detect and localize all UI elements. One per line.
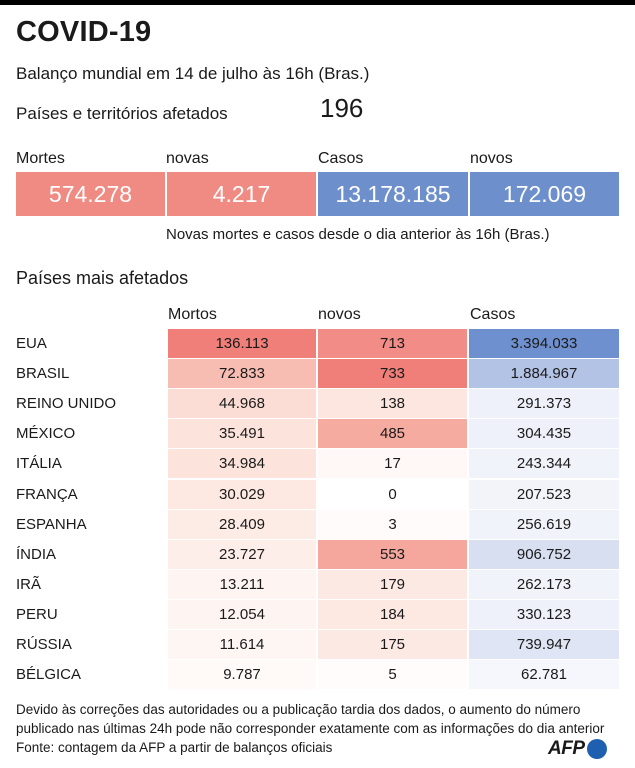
- section-title-most-affected: Países mais afetados: [16, 268, 189, 288]
- summary-new-cases-box: 172.069: [470, 172, 619, 216]
- table-cell-deaths: 72.833: [168, 359, 316, 388]
- table-row-country: BRASIL: [16, 365, 70, 382]
- table-cell-cases: 62.781: [469, 660, 619, 689]
- summary-deaths-box: 574.278: [16, 172, 165, 216]
- table-cell-new-deaths: 553: [318, 540, 467, 569]
- table-cell-new-deaths: 485: [318, 419, 467, 448]
- table-row-country: REINO UNIDO: [16, 395, 117, 412]
- table-cell-deaths: 23.727: [168, 540, 316, 569]
- table-cell-deaths: 9.787: [168, 660, 316, 689]
- table-cell-deaths: 136.113: [168, 329, 316, 358]
- table-cell-deaths: 13.211: [168, 570, 316, 599]
- table-row-country: MÉXICO: [16, 425, 76, 442]
- table-cell-new-deaths: 184: [318, 600, 467, 629]
- summary-note: Novas mortes e casos desde o dia anterio…: [166, 226, 550, 243]
- summary-cases-box: 13.178.185: [318, 172, 468, 216]
- table-row-country: RÚSSIA: [16, 636, 72, 653]
- summary-label-deaths: Mortes: [16, 150, 65, 167]
- table-cell-deaths: 34.984: [168, 449, 316, 478]
- table-cell-new-deaths: 0: [318, 480, 467, 509]
- affected-countries-label: Países e territórios afetados: [16, 104, 228, 123]
- table-row-country: FRANÇA: [16, 486, 78, 503]
- top-rule: [0, 0, 635, 5]
- afp-logo: AFP: [548, 738, 607, 760]
- afp-logo-text: AFP: [548, 738, 585, 759]
- table-row-country: PERU: [16, 606, 58, 623]
- table-cell-deaths: 28.409: [168, 510, 316, 539]
- table-cell-cases: 906.752: [469, 540, 619, 569]
- table-row-country: ÍNDIA: [16, 546, 57, 563]
- source-note: Fonte: contagem da AFP a partir de balan…: [16, 740, 333, 755]
- table-cell-new-deaths: 733: [318, 359, 467, 388]
- table-row-country: ESPANHA: [16, 516, 87, 533]
- summary-label-new-cases: novos: [470, 150, 513, 167]
- table-row-country: IRÃ: [16, 576, 42, 593]
- table-cell-new-deaths: 17: [318, 449, 467, 478]
- column-header-deaths: Mortos: [168, 306, 217, 323]
- column-header-cases: Casos: [470, 306, 516, 323]
- table-cell-cases: 256.619: [469, 510, 619, 539]
- table-row-country: BÉLGICA: [16, 666, 82, 683]
- table-cell-cases: 330.123: [469, 600, 619, 629]
- table-cell-cases: 243.344: [469, 449, 619, 478]
- afp-logo-dot-icon: [586, 739, 607, 759]
- table-cell-deaths: 12.054: [168, 600, 316, 629]
- summary-label-new-deaths: novas: [166, 150, 209, 167]
- footnote: Devido às correções das autoridades ou a…: [16, 702, 605, 736]
- table-cell-new-deaths: 3: [318, 510, 467, 539]
- page-title: COVID-19: [16, 16, 152, 48]
- affected-countries-value: 196: [320, 93, 364, 123]
- page-subtitle: Balanço mundial em 14 de julho às 16h (B…: [16, 64, 370, 83]
- table-cell-cases: 207.523: [469, 480, 619, 509]
- table-cell-deaths: 35.491: [168, 419, 316, 448]
- table-cell-new-deaths: 138: [318, 389, 467, 418]
- column-header-new-deaths: novos: [318, 306, 361, 323]
- table-cell-new-deaths: 175: [318, 630, 467, 659]
- table-cell-new-deaths: 713: [318, 329, 467, 358]
- table-cell-cases: 304.435: [469, 419, 619, 448]
- table-row-country: EUA: [16, 335, 47, 352]
- table-cell-deaths: 11.614: [168, 630, 316, 659]
- table-cell-cases: 3.394.033: [469, 329, 619, 358]
- table-cell-new-deaths: 179: [318, 570, 467, 599]
- table-cell-deaths: 44.968: [168, 389, 316, 418]
- table-cell-new-deaths: 5: [318, 660, 467, 689]
- table-cell-cases: 291.373: [469, 389, 619, 418]
- table-row-country: ITÁLIA: [16, 455, 62, 472]
- table-cell-deaths: 30.029: [168, 480, 316, 509]
- table-cell-cases: 1.884.967: [469, 359, 619, 388]
- summary-new-deaths-box: 4.217: [167, 172, 316, 216]
- table-cell-cases: 262.173: [469, 570, 619, 599]
- table-cell-cases: 739.947: [469, 630, 619, 659]
- summary-label-cases: Casos: [318, 150, 364, 167]
